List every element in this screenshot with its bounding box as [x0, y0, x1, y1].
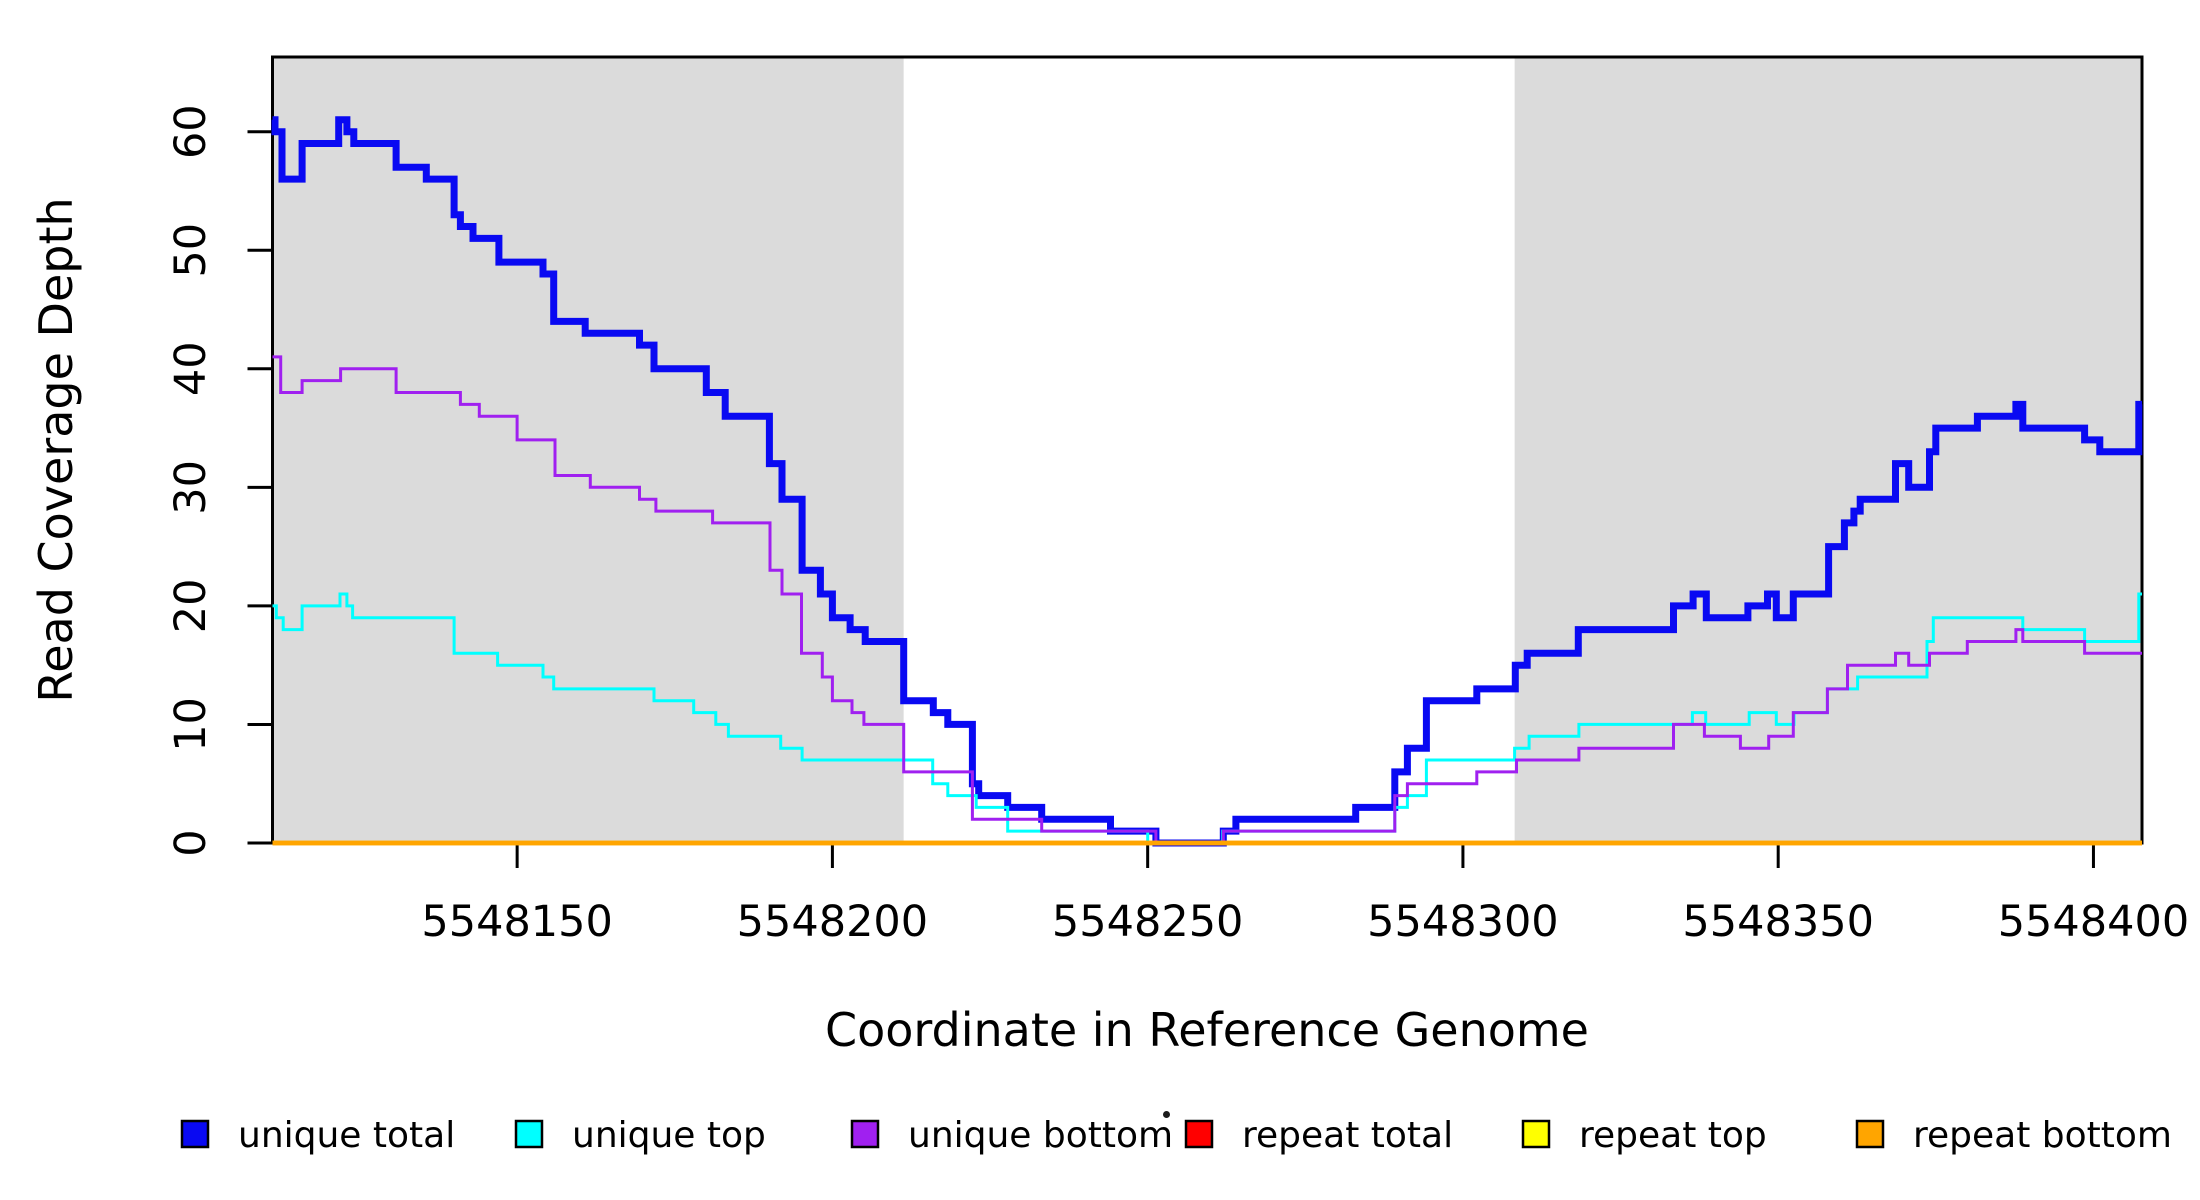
legend-label: repeat total: [1242, 1115, 1453, 1156]
x-axis-title: Coordinate in Reference Genome: [825, 1003, 1589, 1057]
legend-label: unique top: [572, 1115, 766, 1156]
legend: unique total unique top unique bottom repea…: [180, 1115, 2172, 1156]
legend-label: repeat top: [1579, 1115, 1767, 1156]
y-tick-label: 20: [166, 579, 216, 634]
legend-swatch-unique-total: [180, 1119, 210, 1149]
legend-swatch-repeat-total: [1184, 1119, 1214, 1149]
y-tick-label: 50: [166, 223, 216, 278]
legend-item-repeat-total: repeat total: [1184, 1115, 1453, 1156]
legend-item-unique-top: unique top: [514, 1115, 766, 1156]
legend-swatch-repeat-bottom: [1855, 1119, 1885, 1149]
x-tick-label: 5548300: [1367, 897, 1559, 947]
legend-label: unique bottom: [908, 1115, 1173, 1156]
y-tick-label: 10: [166, 697, 216, 752]
y-axis-title: Read Coverage Depth: [29, 197, 83, 702]
legend-item-repeat-bottom: repeat bottom: [1855, 1115, 2172, 1156]
legend-swatch-unique-top: [514, 1119, 544, 1149]
y-tick-label: 30: [166, 460, 216, 515]
x-tick-label: 5548250: [1052, 897, 1244, 947]
y-tick-label: 0: [166, 829, 216, 856]
axis-tick-labels-layer: 5548150 5548200 5548250 5548300 5548350 55484…: [166, 104, 2189, 947]
legend-swatch-unique-bottom: [850, 1119, 880, 1149]
legend-item-unique-bottom: unique bottom: [850, 1115, 1173, 1156]
x-tick-label: 5548350: [1682, 897, 1874, 947]
x-tick-label: 5548400: [1998, 897, 2190, 947]
series-line-unique-total: [271, 116, 2143, 847]
legend-item-repeat-top: repeat top: [1521, 1115, 1767, 1156]
stray-dot-artifact: [1163, 1111, 1170, 1118]
legend-label: unique total: [238, 1115, 455, 1156]
x-tick-label: 5548150: [421, 897, 613, 947]
axis-ticks-layer: [247, 130, 2095, 868]
series-line-unique-bottom: [272, 355, 2142, 845]
legend-item-unique-total: unique total: [180, 1115, 455, 1156]
shaded-bands-layer: [272, 57, 2142, 843]
y-tick-label: 60: [166, 104, 216, 159]
legend-label: repeat bottom: [1913, 1115, 2172, 1156]
legend-swatch-repeat-top: [1521, 1119, 1551, 1149]
series-lines-layer: [271, 116, 2143, 847]
shaded-region: [272, 57, 904, 843]
y-tick-label: 40: [166, 341, 216, 396]
x-tick-label: 5548200: [737, 897, 929, 947]
